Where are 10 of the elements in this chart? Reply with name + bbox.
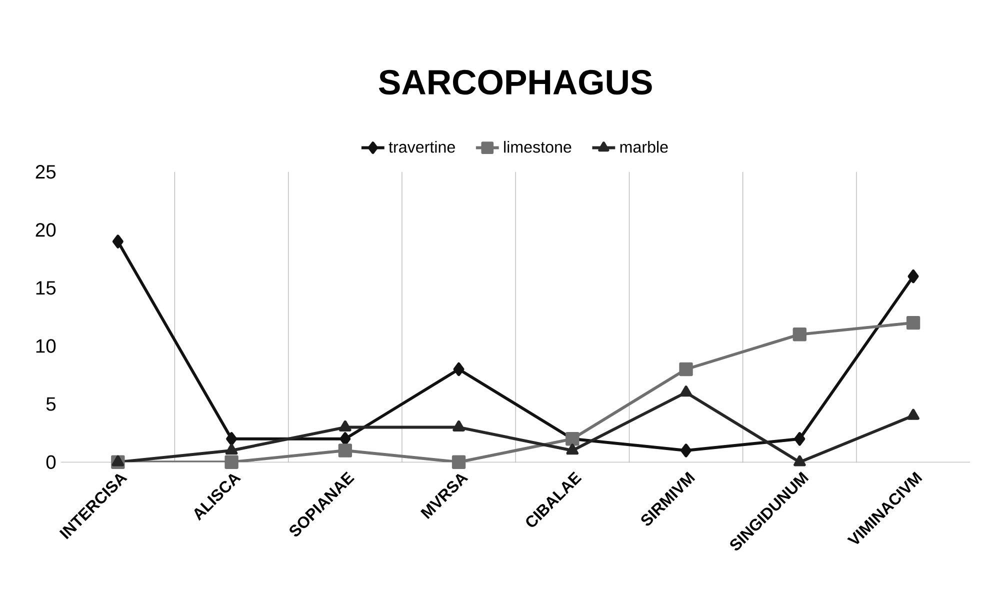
y-tick-label: 15 — [36, 281, 56, 295]
y-tick-label: 20 — [36, 223, 56, 237]
legend-label: travertine — [388, 140, 455, 153]
legend-label: marble — [620, 140, 668, 153]
legend-label: limestone — [504, 140, 572, 153]
y-tick-label: 0 — [46, 455, 56, 469]
y-tick-label: 25 — [36, 165, 56, 179]
chart-title: SARCOPHAGUS — [378, 70, 652, 95]
y-tick-label: 5 — [46, 397, 56, 411]
y-tick-label: 10 — [36, 339, 56, 353]
